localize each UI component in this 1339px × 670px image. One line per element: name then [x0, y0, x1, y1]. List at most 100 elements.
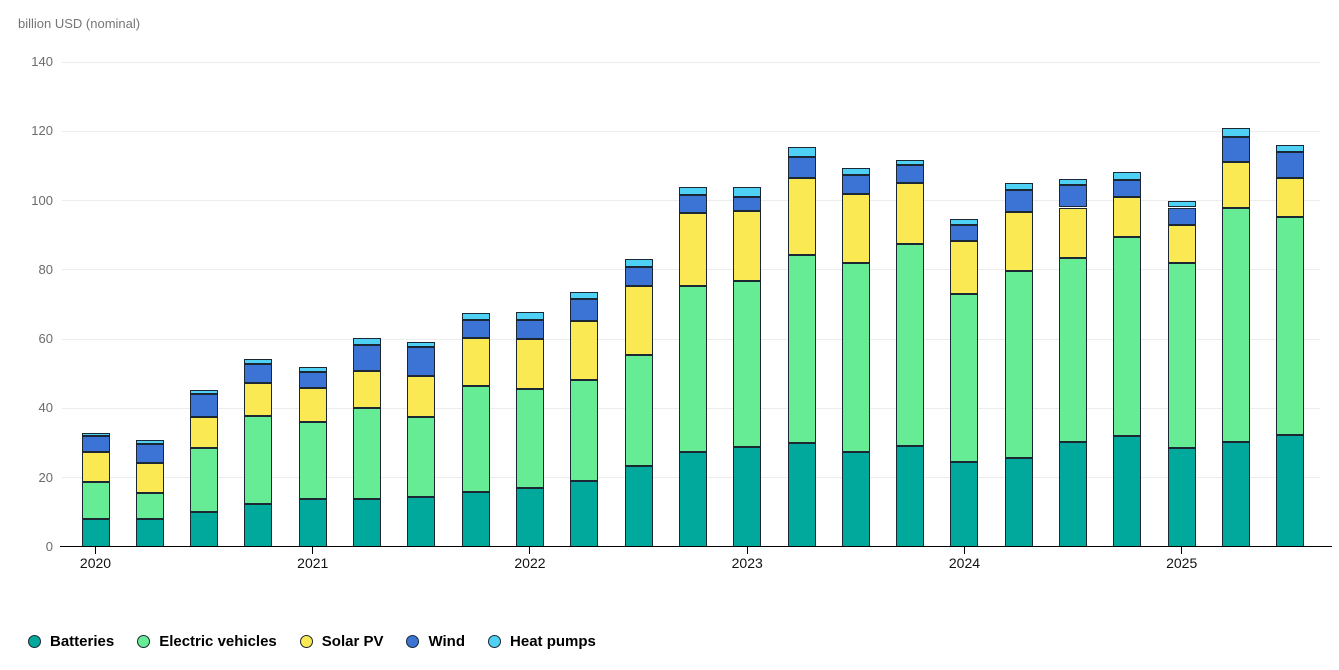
legend-label: Batteries	[50, 633, 115, 650]
bar-segment	[1113, 197, 1142, 238]
y-axis-label-0: 0	[45, 539, 53, 554]
bar-segment	[81, 481, 110, 520]
bar-segment	[190, 416, 219, 449]
bar-segment	[570, 380, 599, 481]
bar-segment	[950, 461, 979, 547]
bar-segment	[298, 367, 327, 372]
bar-segment	[787, 146, 816, 157]
bar-segment	[841, 452, 870, 547]
axis-unit-label: billion USD (nominal)	[18, 16, 141, 31]
bar-segment	[841, 174, 870, 195]
bar-segment	[787, 254, 816, 444]
bar-segment	[1276, 435, 1305, 547]
x-axis-label-2022: 2022	[514, 555, 546, 571]
bar-segment	[244, 383, 273, 416]
bar-segment	[896, 182, 925, 245]
bar-segment	[407, 347, 436, 376]
x-axis-label-2024: 2024	[948, 555, 981, 571]
heat-pumps-swatch-icon	[488, 635, 502, 648]
bar-segment	[135, 444, 164, 464]
legend-item-solar-pv[interactable]: Solar PV	[299, 633, 384, 650]
legend-label: Electric vehicles	[159, 633, 277, 650]
bar-segment	[353, 408, 382, 499]
bar-segment	[570, 299, 599, 321]
bar-segment	[1004, 270, 1033, 459]
bar-segment	[733, 446, 762, 547]
bar-segment	[1167, 225, 1196, 264]
bar-segment	[135, 518, 164, 547]
bar-segment	[1059, 184, 1088, 208]
bar-segment	[515, 389, 544, 489]
bar-segment	[81, 432, 110, 437]
bar-segment	[1004, 458, 1033, 547]
y-axis-label-100: 100	[31, 192, 53, 208]
x-axis-label-2025: 2025	[1166, 555, 1198, 571]
bar-segment	[135, 492, 164, 519]
bar-segment	[298, 498, 327, 547]
bar-segment	[733, 186, 762, 197]
bar-segment	[135, 439, 164, 445]
x-axis-tick-2021	[312, 547, 314, 554]
bar-segment	[81, 452, 110, 482]
bar-segment	[81, 519, 110, 547]
gridline-y-140	[62, 61, 1320, 63]
bar-segment	[190, 390, 219, 395]
bar-segment	[950, 225, 979, 241]
solar-pv-swatch-icon	[299, 635, 313, 648]
bar-segment	[678, 451, 707, 547]
bar-segment	[1276, 152, 1305, 178]
bar-segment	[1276, 177, 1305, 218]
bar-segment	[353, 370, 382, 409]
bar-segment	[244, 359, 273, 365]
bar-segment	[81, 436, 110, 453]
bar-segment	[407, 375, 436, 417]
x-axis-tick-2022	[529, 547, 531, 554]
legend-item-wind[interactable]: Wind	[406, 633, 465, 650]
bar-segment	[1167, 263, 1196, 448]
electric-vehicles-swatch-icon	[137, 635, 151, 648]
bar-segment	[787, 443, 816, 547]
bar-segment	[1113, 436, 1142, 547]
legend-item-electric-vehicles[interactable]: Electric vehicles	[137, 633, 277, 650]
legend-label: Solar PV	[321, 633, 384, 650]
y-axis-label-20: 20	[38, 469, 53, 485]
bar-segment	[1113, 180, 1142, 198]
bar-segment	[570, 291, 599, 300]
bar-segment	[841, 263, 870, 453]
legend-item-heat-pumps[interactable]: Heat pumps	[488, 633, 596, 650]
bar-segment	[353, 337, 382, 346]
bar-segment	[461, 385, 490, 492]
bar-segment	[353, 345, 382, 371]
legend-item-batteries[interactable]: Batteries	[28, 633, 114, 650]
bar-segment	[678, 195, 707, 213]
bar-segment	[1222, 207, 1250, 442]
bar-segment	[1004, 211, 1033, 271]
bar-segment	[950, 219, 979, 226]
bar-segment	[298, 371, 327, 389]
bar-segment	[787, 177, 816, 255]
bar-segment	[244, 415, 273, 505]
bar-segment	[1059, 257, 1088, 442]
bar-segment	[1113, 171, 1142, 181]
x-axis-line	[60, 545, 1332, 547]
x-axis-label-2021: 2021	[297, 555, 329, 571]
bar-segment	[1059, 441, 1088, 547]
y-axis-label-80: 80	[38, 261, 53, 277]
bar-segment	[1222, 161, 1250, 208]
gridline-y-120	[62, 130, 1320, 132]
bar-segment	[135, 463, 164, 493]
bar-segment	[190, 394, 219, 417]
bar-segment	[515, 312, 544, 321]
y-axis-label-40: 40	[38, 400, 53, 416]
x-axis-tick-2023	[746, 547, 748, 554]
bar-segment	[1113, 237, 1142, 437]
bar-segment	[407, 416, 436, 497]
bar-segment	[353, 498, 382, 547]
bar-segment	[298, 422, 327, 499]
bar-segment	[624, 259, 653, 267]
legend-label: Wind	[428, 633, 466, 650]
bar-segment	[841, 168, 870, 175]
bar-segment	[1059, 179, 1088, 185]
bar-segment	[298, 388, 327, 423]
